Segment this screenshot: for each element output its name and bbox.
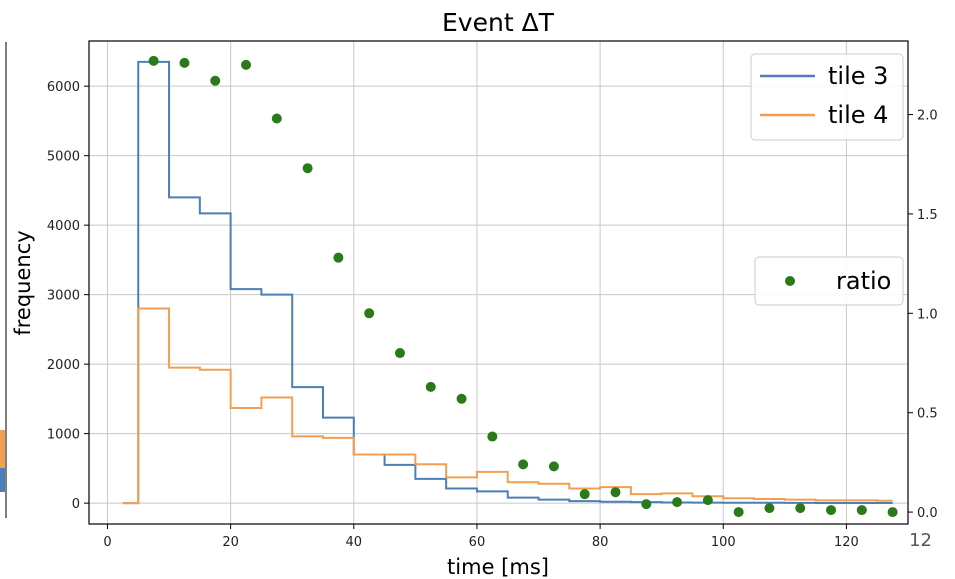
x-tick-label: 80: [592, 535, 609, 550]
y-tick-label: 4000: [47, 219, 80, 234]
ratio-point: [856, 505, 867, 516]
ratio-point: [764, 503, 775, 514]
ratio-point: [364, 308, 375, 319]
ratio-point: [641, 499, 652, 510]
legend-tile3-label: tile 3: [828, 62, 888, 90]
series-line-tile-3: [122, 60, 893, 505]
y-tick-label: 0: [72, 497, 80, 512]
y-tick-label: 5000: [47, 150, 80, 165]
y-tick-label: 1000: [47, 428, 80, 443]
legend-ratio-marker: [785, 276, 795, 286]
y-tick-label: 6000: [47, 80, 80, 95]
ratio-point: [394, 348, 405, 359]
ratio-point: [179, 57, 190, 68]
grid-lines: [89, 41, 908, 524]
ratio-point: [579, 489, 590, 500]
ratio-point: [487, 431, 498, 442]
plot-frame: [88, 40, 909, 525]
left-edge-artifact: [0, 42, 7, 518]
y2-tick-label: 1.5: [917, 208, 938, 223]
ratio-point: [518, 459, 529, 470]
y-tick-label: 2000: [47, 358, 80, 373]
ratio-point: [425, 381, 436, 392]
x-tick-label: 120: [834, 535, 859, 550]
x-tick-label: 40: [346, 535, 363, 550]
chart-title: Event ΔT: [442, 8, 555, 37]
ratio-point: [548, 461, 559, 472]
y-tick-label: 3000: [47, 289, 80, 304]
ratio-point: [456, 393, 467, 404]
ratio-point: [148, 55, 159, 66]
ratio-point: [210, 75, 221, 86]
legend-upper: tile 3 tile 4: [750, 53, 904, 141]
x-tick-label: 60: [469, 535, 486, 550]
y2-tick-label: 0.5: [917, 407, 938, 422]
ratio-point: [733, 507, 744, 518]
y-axis-label: frequency: [11, 230, 35, 335]
series-line-tile-4: [122, 307, 893, 505]
ratio-point: [241, 59, 252, 70]
legend-ratio-label: ratio: [836, 267, 891, 295]
ratio-point: [610, 487, 621, 498]
y2-tick-label: 0.0: [917, 506, 938, 521]
legend-tile4-label: tile 4: [828, 101, 888, 129]
x-tick-label: 0: [103, 535, 111, 550]
ratio-point: [302, 163, 313, 174]
y2-tick-label: 1.0: [917, 307, 938, 322]
tick-layer: 0 20 40 60 80 100 120 0 1000 2000 3000 4000 5000 6000…: [47, 80, 938, 550]
ratio-point: [271, 113, 282, 124]
legend-ratio-box: [754, 256, 904, 306]
page-number: 12: [909, 530, 932, 551]
ratio-point: [333, 252, 344, 263]
ratio-point: [672, 497, 683, 508]
y2-tick-label: 2.0: [917, 109, 938, 124]
series-layer: [122, 55, 898, 518]
legend-ratio: ratio: [754, 256, 904, 306]
x-tick-label: 20: [222, 535, 239, 550]
ratio-point: [887, 507, 898, 518]
x-axis-label: time [ms]: [447, 555, 549, 579]
ratio-point: [826, 505, 837, 516]
neighbor-bar-orange: [0, 430, 5, 468]
x-tick-label: 100: [711, 535, 736, 550]
neighbor-bar-blue: [0, 468, 5, 492]
ratio-point: [702, 495, 713, 506]
ratio-point: [795, 503, 806, 514]
